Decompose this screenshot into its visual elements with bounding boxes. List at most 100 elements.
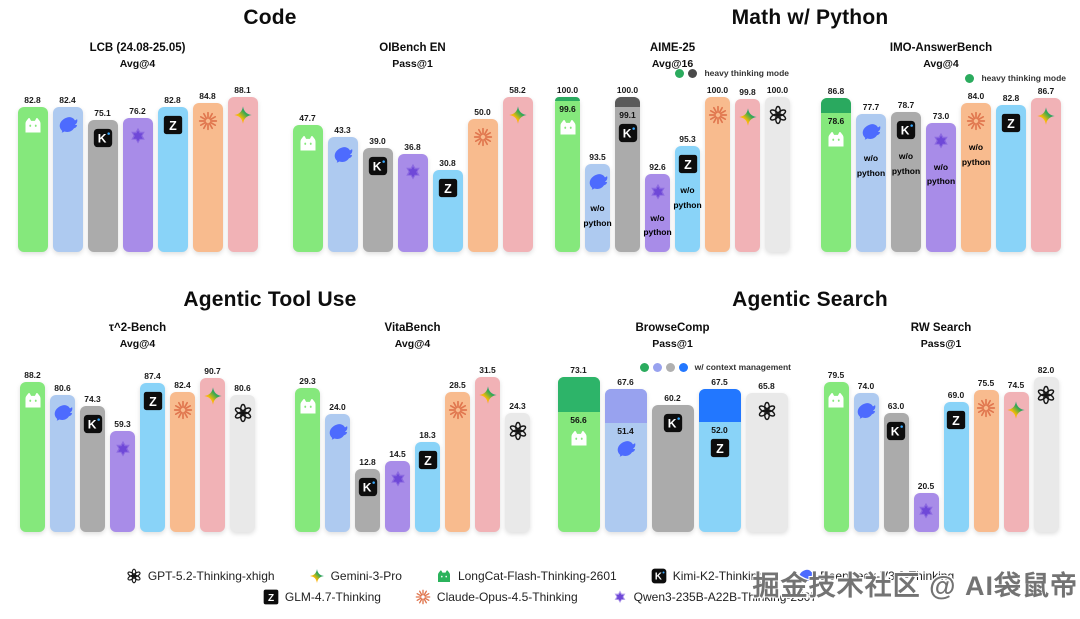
longcat-icon <box>558 117 578 137</box>
deepseek-icon <box>861 122 881 142</box>
legend-item-kimi: K Kimi-K2-Thinking <box>651 568 764 584</box>
bar-group-glm: 82.8 Z <box>157 95 188 252</box>
bar-value-label: 77.7 <box>862 102 880 113</box>
legend-dot <box>965 73 975 83</box>
svg-text:Z: Z <box>424 454 432 468</box>
bar-value-label: 74.0 <box>857 380 875 391</box>
bar-glm: Z <box>996 105 1026 252</box>
bar-note: w/o python <box>643 212 672 238</box>
bar-group-gemini: 88.1 <box>227 85 258 252</box>
chart-plot: 29.3 24.0 12.8 K 14.5 18.3 Z 28.5 31.5 24.3 <box>290 365 535 532</box>
bar-gpt <box>765 97 790 252</box>
bar-value-label: 78.7 <box>897 100 915 111</box>
chart-plot: 100.0 99.6 93.5 w/o python 100.0 99.1 K 92.6 w/o p… <box>550 85 795 252</box>
chart-title: τ^2-Bench <box>108 322 167 334</box>
bar-kimi: K <box>80 405 105 532</box>
bar-claude <box>705 97 730 252</box>
bar-group-deepseek: 74.0 <box>853 380 879 532</box>
chart-lcb: LCB (24.08-25.05) Avg@4 82.8 82.4 75.1 K 76.… <box>10 40 265 252</box>
svg-text:K: K <box>622 126 631 140</box>
bar-value-label: 58.2 <box>509 85 526 96</box>
bar-group-longcat: 88.2 <box>20 370 45 532</box>
bar-note: w/o python <box>961 142 991 167</box>
claude-icon <box>473 127 493 147</box>
chart-title: IMO-AnswerBench <box>889 42 993 54</box>
bar-kimi: K <box>355 469 380 532</box>
bar-gpt <box>745 392 788 532</box>
bar-value-label: 24.3 <box>509 400 526 411</box>
claude-icon <box>966 111 986 131</box>
bar-group-gpt: 100.0 <box>765 85 790 252</box>
bar-group-kimi: 12.8 K <box>355 457 380 532</box>
bar-group-gemini: 58.2 <box>502 85 533 252</box>
bar-value-label: 74.3 <box>84 393 101 404</box>
kimi-icon: K <box>368 156 388 176</box>
glm-icon: Z <box>710 438 730 458</box>
bar-qwen <box>397 154 428 252</box>
deepseek-icon <box>856 401 876 421</box>
bar-group-qwen: 14.5 <box>385 449 410 532</box>
bar-value-label: 24.0 <box>329 402 346 413</box>
bar-longcat: 78.6 <box>821 98 851 252</box>
bar-claude <box>973 389 999 532</box>
bar-value-label: 82.4 <box>174 379 191 390</box>
bar-value-label: 75.1 <box>94 108 111 119</box>
bar-glm: Z <box>157 106 188 252</box>
gpt-icon <box>768 105 788 125</box>
bar-value-label: 12.8 <box>359 457 376 468</box>
gpt-icon <box>508 421 528 441</box>
gpt-icon <box>126 568 142 584</box>
legend-model-name: Qwen3-235B-A22B-Thinking-2507 <box>633 590 818 604</box>
bar-group-longcat: 79.5 <box>823 370 849 532</box>
claude-icon <box>198 111 218 131</box>
bar-kimi: K <box>883 413 909 532</box>
bar-note: w/o python <box>583 203 612 229</box>
claude-icon <box>173 400 193 420</box>
bar-group-longcat: 100.0 99.6 <box>555 85 580 252</box>
bar-value-label: 14.5 <box>389 448 406 459</box>
chart-subtitle: Avg@4 <box>394 338 431 350</box>
bar-value-label: 20.5 <box>917 481 935 492</box>
bar-group-longcat: 73.1 56.6 <box>557 365 600 532</box>
svg-text:Z: Z <box>444 182 452 196</box>
model-legend: GPT-5.2-Thinking-xhigh Gemini-3-Pro LongCa… <box>0 568 1080 605</box>
bar-group-longcat: 86.8 78.6 <box>821 86 851 252</box>
bar-value-label: 84.8 <box>199 91 216 102</box>
legend-item-claude: Claude-Opus-4.5-Thinking <box>415 589 578 605</box>
glm-icon: Z <box>946 410 966 430</box>
gemini-icon <box>508 105 528 125</box>
bar-longcat: 99.6 <box>555 97 580 252</box>
chart-title: RW Search <box>910 322 972 334</box>
bar-value-label: 29.3 <box>299 376 316 387</box>
legend-model-name: Kimi-K2-Thinking <box>672 569 765 583</box>
legend-model-name: Claude-Opus-4.5-Thinking <box>436 590 578 604</box>
gemini-icon <box>309 568 325 584</box>
chart-plot: 88.2 80.6 74.3 K 59.3 87.4 Z 82.4 90.7 80.6 <box>10 366 265 532</box>
bar-value-label: 60.2 <box>664 392 681 403</box>
qwen-icon <box>388 469 408 489</box>
chart-plot: 47.7 43.3 39.0 K 36.8 30.8 Z 50.0 58.2 <box>290 85 535 252</box>
bar-deepseek <box>327 136 358 252</box>
glm-icon: Z <box>1001 113 1021 133</box>
svg-text:K: K <box>655 572 662 583</box>
chart-imo-answerbench: IMO-AnswerBench Avg@4 86.8 78.6 77.7 w/o pyt… <box>812 40 1070 252</box>
deepseek-icon <box>333 145 353 165</box>
svg-text:Z: Z <box>1007 117 1015 131</box>
bar-group-qwen: 36.8 <box>397 142 428 252</box>
qwen-icon <box>612 589 628 605</box>
bar-group-glm: 87.4 Z <box>140 371 165 532</box>
chart-mode-legend: heavy thinking mode <box>965 73 1066 83</box>
heavy-mode-cap <box>821 98 851 113</box>
gemini-icon <box>738 107 758 127</box>
bar-gpt <box>1033 377 1059 532</box>
bar-group-deepseek: 82.4 <box>52 95 83 252</box>
bar-group-kimi: 74.3 K <box>80 394 105 532</box>
bar-note: w/o python <box>856 153 886 178</box>
bar-group-qwen: 20.5 <box>913 481 939 532</box>
bar-group-deepseek: 93.5 w/o python <box>583 152 612 252</box>
legend-model-name: DeepSeek-V3.2-Thinking <box>820 569 955 583</box>
bar-claude <box>445 392 470 532</box>
deepseek-icon <box>588 172 608 192</box>
bar-value-label: 100.0 <box>616 85 639 96</box>
